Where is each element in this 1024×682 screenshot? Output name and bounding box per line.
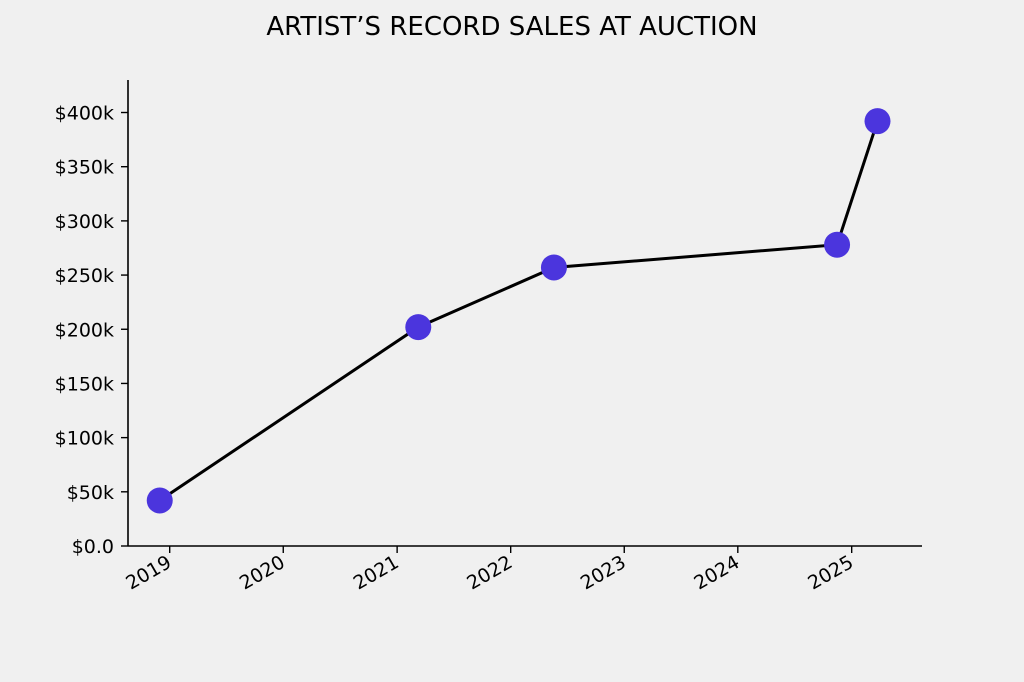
y-tick-label: $300k <box>55 211 114 233</box>
x-tick-label: 2020 <box>236 551 289 594</box>
data-point <box>824 231 851 258</box>
x-tick-label: 2024 <box>690 551 743 594</box>
x-tick-label: 2022 <box>463 551 516 594</box>
y-tick-label: $50k <box>67 482 114 504</box>
x-tick-label: 2025 <box>804 551 857 594</box>
data-point <box>540 254 567 281</box>
y-axis-ticks: $0.0 $50k $100k $150k $200k $250k $300k $350k $4… <box>55 103 128 558</box>
data-point <box>405 314 432 341</box>
x-tick-label: 2021 <box>350 551 403 594</box>
y-tick-label: $250k <box>55 265 114 287</box>
y-tick-label: $200k <box>55 319 114 341</box>
axes <box>127 80 922 547</box>
x-tick-label: 2019 <box>122 551 175 594</box>
series-group <box>146 108 891 514</box>
y-tick-label: $150k <box>55 373 114 395</box>
series-line <box>158 120 879 502</box>
x-axis-ticks: 2019 2020 2021 2022 2023 2024 2025 <box>122 546 857 595</box>
data-point <box>864 108 891 135</box>
x-tick-label: 2023 <box>577 551 630 594</box>
data-point <box>146 487 173 514</box>
y-tick-label: $100k <box>55 428 114 450</box>
y-tick-label: $400k <box>55 103 114 125</box>
y-tick-label: $350k <box>55 157 114 179</box>
chart-title: ARTIST’S RECORD SALES AT AUCTION <box>266 12 757 42</box>
y-tick-label: $0.0 <box>72 536 114 558</box>
